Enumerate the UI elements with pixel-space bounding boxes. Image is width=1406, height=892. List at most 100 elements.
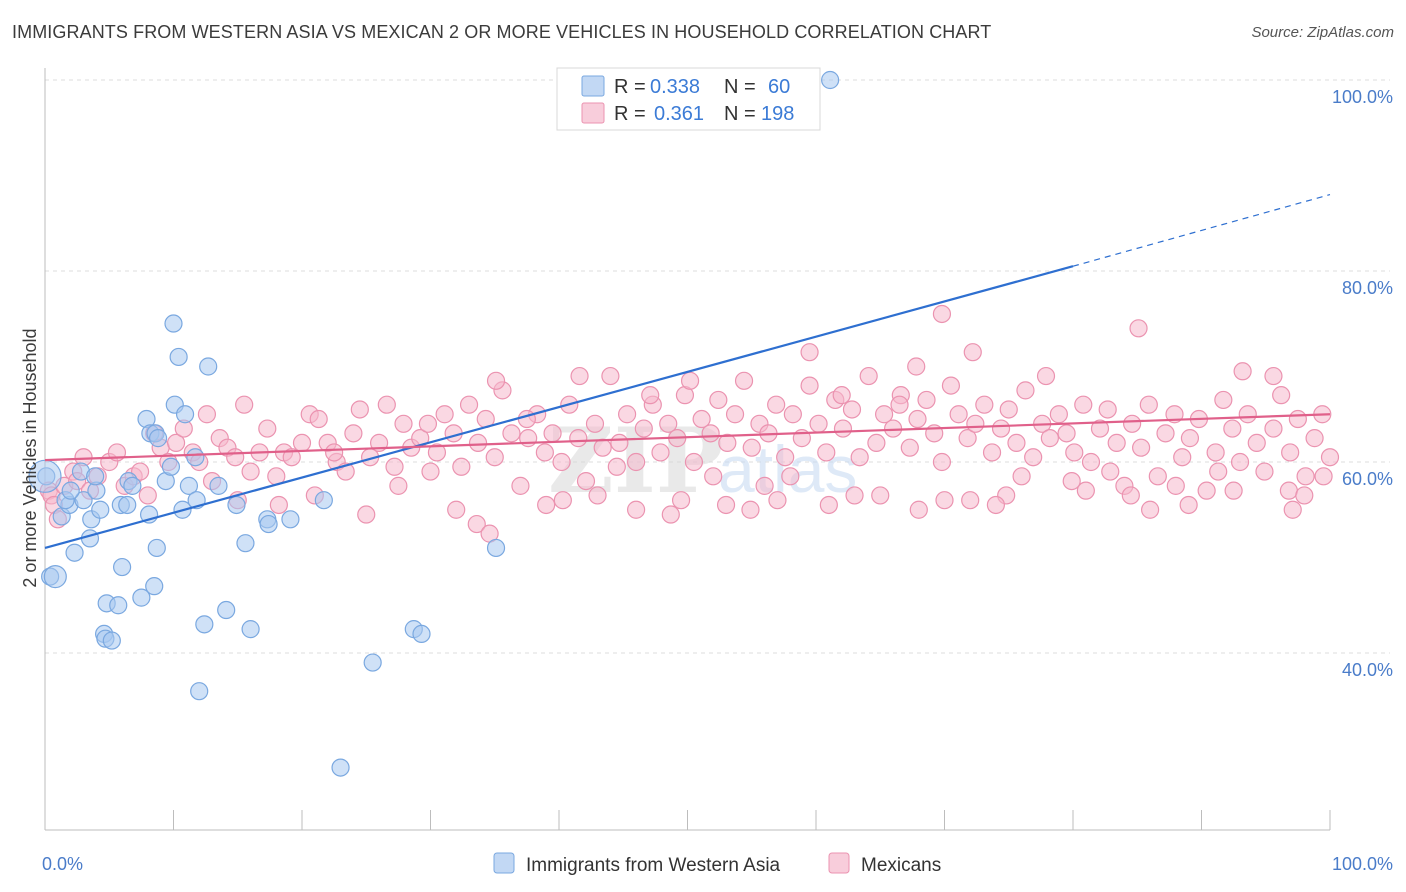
data-point bbox=[1296, 467, 1315, 486]
data-point bbox=[1230, 452, 1250, 472]
data-point bbox=[459, 395, 479, 414]
data-point bbox=[651, 443, 670, 462]
data-point bbox=[197, 405, 217, 424]
data-point bbox=[394, 414, 413, 433]
data-point bbox=[1074, 395, 1093, 414]
data-point bbox=[43, 564, 67, 589]
data-point bbox=[1264, 366, 1283, 386]
data-point bbox=[74, 491, 93, 510]
data-point bbox=[875, 405, 894, 424]
data-point bbox=[385, 457, 404, 476]
data-point bbox=[1081, 452, 1101, 472]
data-point bbox=[269, 495, 288, 515]
y-tick-labels: 100.0% 80.0% 60.0% 40.0% bbox=[1332, 87, 1393, 680]
data-point bbox=[65, 543, 84, 562]
trend-lines bbox=[44, 194, 1331, 550]
data-point bbox=[123, 476, 142, 495]
data-point bbox=[1123, 414, 1142, 433]
data-point bbox=[859, 366, 878, 386]
data-point bbox=[607, 457, 626, 476]
data-point bbox=[28, 459, 62, 493]
data-point bbox=[147, 538, 166, 558]
series-immigrants-from-western-asia bbox=[37, 70, 840, 777]
data-point bbox=[817, 443, 836, 462]
data-point bbox=[941, 376, 961, 395]
legend-n-value: 60 bbox=[768, 76, 790, 98]
data-point bbox=[908, 409, 927, 429]
data-point bbox=[576, 472, 596, 491]
data-point bbox=[1283, 500, 1302, 519]
data-point bbox=[867, 433, 886, 452]
x-tick-label: 0.0% bbox=[42, 854, 83, 874]
data-point bbox=[809, 414, 828, 433]
data-point bbox=[486, 371, 506, 390]
data-point bbox=[543, 424, 562, 443]
data-point bbox=[235, 395, 254, 414]
data-point bbox=[701, 424, 720, 443]
data-point bbox=[684, 452, 704, 472]
y-axis-title: 2 or more Vehicles in Household bbox=[20, 328, 40, 587]
data-point bbox=[986, 495, 1006, 515]
data-point bbox=[412, 624, 431, 644]
data-point bbox=[659, 414, 678, 433]
data-point bbox=[845, 486, 864, 505]
data-point bbox=[61, 481, 80, 500]
data-point bbox=[1173, 448, 1192, 467]
data-point bbox=[718, 433, 737, 452]
data-point bbox=[1281, 443, 1300, 462]
data-point bbox=[1206, 443, 1225, 462]
data-point bbox=[1007, 433, 1026, 452]
data-point bbox=[999, 400, 1018, 419]
y-tick-label: 100.0% bbox=[1332, 87, 1393, 107]
legend-n-label: N = bbox=[724, 103, 756, 125]
data-point bbox=[570, 366, 589, 386]
data-point bbox=[725, 405, 745, 424]
data-point bbox=[109, 596, 128, 615]
data-point bbox=[344, 424, 363, 443]
legend-n-label: N = bbox=[724, 76, 756, 98]
data-point bbox=[1264, 419, 1283, 438]
data-point bbox=[169, 347, 188, 367]
data-point bbox=[175, 405, 195, 424]
data-point bbox=[755, 476, 774, 495]
series-mexicans bbox=[39, 304, 1340, 543]
data-point bbox=[112, 557, 132, 577]
data-point bbox=[1288, 409, 1307, 429]
data-point bbox=[819, 495, 838, 515]
chart-title: IMMIGRANTS FROM WESTERN ASIA VS MEXICAN … bbox=[12, 22, 992, 42]
data-point bbox=[890, 395, 909, 414]
data-point bbox=[1065, 443, 1084, 462]
data-point bbox=[537, 495, 556, 515]
data-point bbox=[179, 476, 199, 495]
data-point bbox=[982, 443, 1002, 462]
data-point bbox=[259, 514, 278, 534]
data-point bbox=[517, 409, 536, 429]
data-point bbox=[118, 495, 137, 515]
data-point bbox=[1036, 366, 1056, 386]
data-point bbox=[742, 438, 761, 457]
data-point bbox=[588, 486, 607, 505]
data-point bbox=[709, 390, 728, 410]
data-point bbox=[132, 588, 151, 607]
data-point bbox=[331, 758, 350, 777]
data-point bbox=[236, 534, 255, 553]
data-point bbox=[292, 433, 312, 452]
trend-line-extension bbox=[1072, 194, 1331, 267]
data-point bbox=[1098, 400, 1117, 419]
data-point bbox=[975, 395, 994, 414]
data-point bbox=[1223, 419, 1242, 438]
legend-bottom: Immigrants from Western Asia Mexicans bbox=[493, 852, 941, 876]
data-point bbox=[227, 495, 246, 515]
data-point bbox=[907, 357, 926, 376]
data-point bbox=[1062, 472, 1081, 491]
legend-label-mexicans: Mexicans bbox=[861, 855, 941, 876]
data-point bbox=[776, 448, 795, 467]
data-point bbox=[164, 314, 183, 333]
data-point bbox=[468, 433, 488, 452]
data-point bbox=[226, 448, 245, 467]
data-point bbox=[961, 491, 980, 510]
data-point bbox=[241, 462, 260, 481]
data-point bbox=[932, 304, 952, 324]
legend-r-value: 0.361 bbox=[654, 103, 704, 125]
